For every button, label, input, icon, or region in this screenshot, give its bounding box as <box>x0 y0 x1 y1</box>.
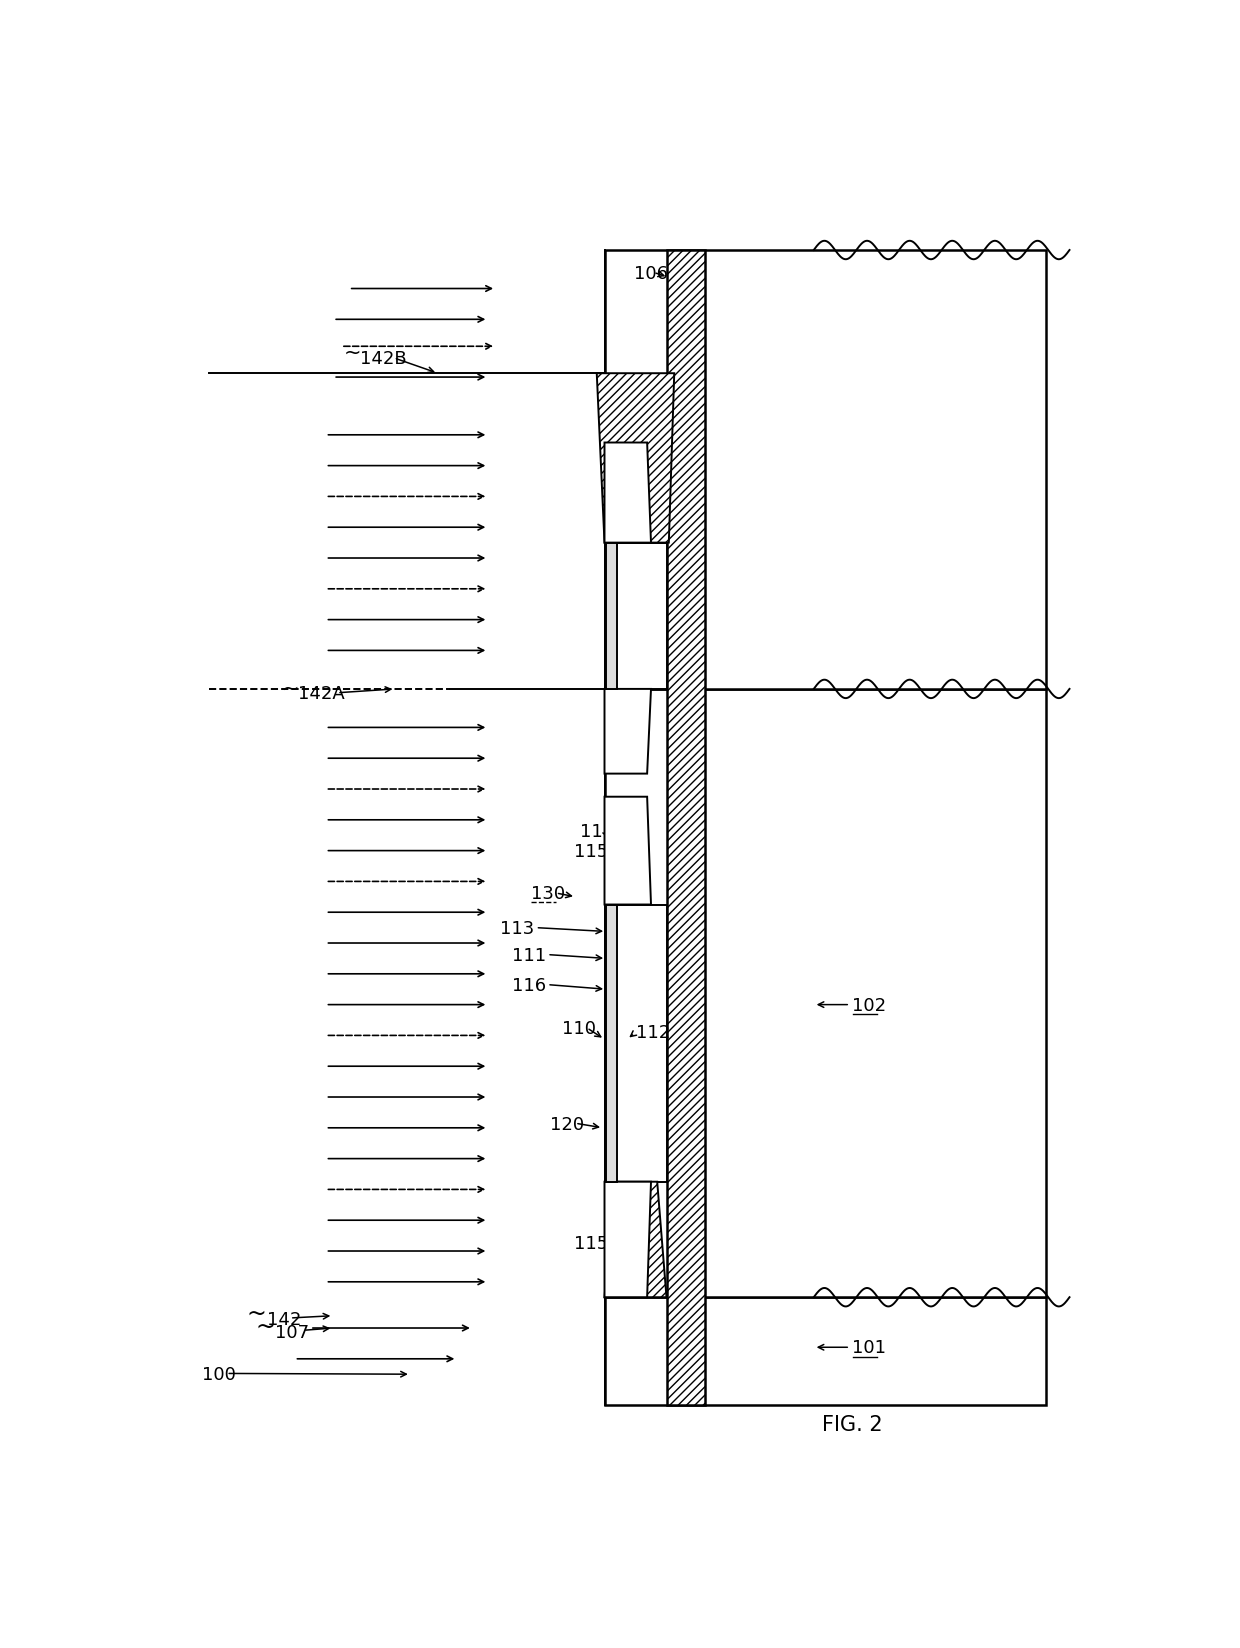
Bar <box>605 689 1047 1297</box>
Text: 115: 115 <box>573 842 608 860</box>
Text: 102: 102 <box>853 995 887 1014</box>
Text: 142: 142 <box>268 1310 301 1328</box>
Text: 142A: 142A <box>299 684 345 702</box>
Polygon shape <box>605 1182 651 1297</box>
Text: 100: 100 <box>201 1366 236 1383</box>
Bar <box>667 250 706 1406</box>
Text: 120: 120 <box>551 1116 584 1134</box>
Bar <box>605 1297 1047 1406</box>
Bar <box>606 544 618 689</box>
Text: 113: 113 <box>501 920 534 938</box>
Text: 116: 116 <box>512 977 547 995</box>
Text: FIG. 2: FIG. 2 <box>822 1414 883 1434</box>
Bar <box>614 544 667 689</box>
Polygon shape <box>605 798 651 905</box>
Text: 110: 110 <box>562 1018 596 1037</box>
Text: ~: ~ <box>247 1300 267 1325</box>
Text: ~: ~ <box>281 677 299 699</box>
Polygon shape <box>605 443 651 544</box>
Text: 105: 105 <box>626 450 661 468</box>
Text: 142B: 142B <box>361 349 407 368</box>
Polygon shape <box>605 1182 667 1297</box>
Text: 115: 115 <box>573 1234 608 1252</box>
Text: 130: 130 <box>531 885 565 903</box>
Text: 111: 111 <box>512 946 547 964</box>
Bar <box>614 905 667 1182</box>
Polygon shape <box>605 689 651 775</box>
Bar <box>606 905 618 1182</box>
Text: 114: 114 <box>580 822 614 840</box>
Text: 112: 112 <box>635 1023 670 1042</box>
Text: ~: ~ <box>255 1313 275 1338</box>
Text: 101: 101 <box>853 1338 887 1356</box>
Text: ~: ~ <box>343 343 361 363</box>
Text: 106: 106 <box>634 265 668 283</box>
Text: 107: 107 <box>275 1323 309 1341</box>
Polygon shape <box>596 374 675 544</box>
Bar <box>605 250 1047 689</box>
